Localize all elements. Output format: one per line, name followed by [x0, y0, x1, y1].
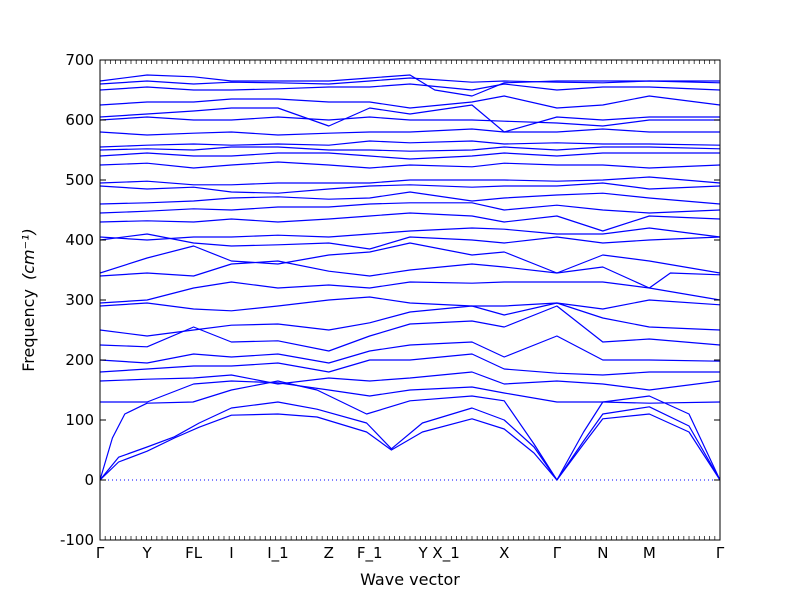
x-tick-label: X [499, 544, 509, 562]
y-axis-label: Frequency (cm⁻¹) [19, 228, 38, 371]
y-tick-label: 0 [84, 471, 94, 489]
y-tick-label: 500 [65, 171, 94, 189]
band-line-2 [100, 401, 720, 481]
band-line-30 [100, 77, 720, 85]
x-tick-label: F_1 [357, 544, 383, 563]
band-line-20 [100, 176, 720, 186]
band-line-21 [100, 161, 720, 169]
band-line-6 [100, 353, 720, 376]
x-tick-label: Z [324, 544, 334, 562]
x-tick-label: I_1 [267, 544, 288, 563]
band-line-15 [100, 227, 720, 241]
band-line-4 [100, 380, 720, 404]
band-line-10 [100, 296, 720, 312]
band-line-27 [100, 104, 720, 133]
band-line-13 [100, 242, 720, 274]
y-axis-label-unit: (cm⁻¹) [19, 228, 38, 280]
y-tick-label: 400 [65, 231, 94, 249]
y-axis-label-text: Frequency [19, 289, 38, 372]
band-line-14 [100, 233, 720, 250]
band-line-24 [100, 140, 720, 148]
band-line-19 [100, 182, 720, 194]
band-line-22 [100, 152, 720, 160]
y-tick-label: 200 [65, 351, 94, 369]
series-group [100, 74, 720, 481]
band-line-7 [100, 335, 720, 364]
band-line-11 [100, 281, 720, 304]
x-tick-label: I [229, 544, 233, 562]
band-line-12 [100, 260, 720, 289]
y-tick-label: 100 [65, 411, 94, 429]
band-line-8 [100, 305, 720, 352]
x-tick-label: Γ [716, 544, 725, 562]
x-tick-label: Γ [96, 544, 105, 562]
band-line-23 [100, 146, 720, 152]
band-line-9 [100, 302, 720, 337]
x-axis-label: Wave vector [360, 570, 460, 589]
x-tick-label: N [597, 544, 608, 562]
band-line-18 [100, 191, 720, 205]
band-line-1 [100, 413, 720, 481]
y-tick-label: 600 [65, 111, 94, 129]
x-tick-label: FL [185, 544, 203, 562]
y-tick-label: -100 [60, 531, 94, 549]
x-tick-label: Y [142, 544, 153, 562]
band-line-31 [100, 74, 720, 97]
band-line-26 [100, 116, 720, 127]
band-line-28 [100, 95, 720, 109]
x-tick-label: Y X_1 [418, 544, 460, 563]
y-axis-ticks: -100 0 100 200 300 400 500 600 700 [60, 51, 720, 549]
x-tick-label: M [643, 544, 656, 562]
band-line-16 [100, 212, 720, 232]
y-tick-label: 700 [65, 51, 94, 69]
band-line-29 [100, 83, 720, 91]
band-line-25 [100, 128, 720, 136]
y-tick-label: 300 [65, 291, 94, 309]
x-tick-label: Γ [553, 544, 562, 562]
band-line-5 [100, 371, 720, 391]
x-axis-ticks: Γ Y FL I I_1 Z F_1 Y X_1 X Γ N M Γ [96, 60, 725, 563]
band-line-17 [100, 202, 720, 214]
